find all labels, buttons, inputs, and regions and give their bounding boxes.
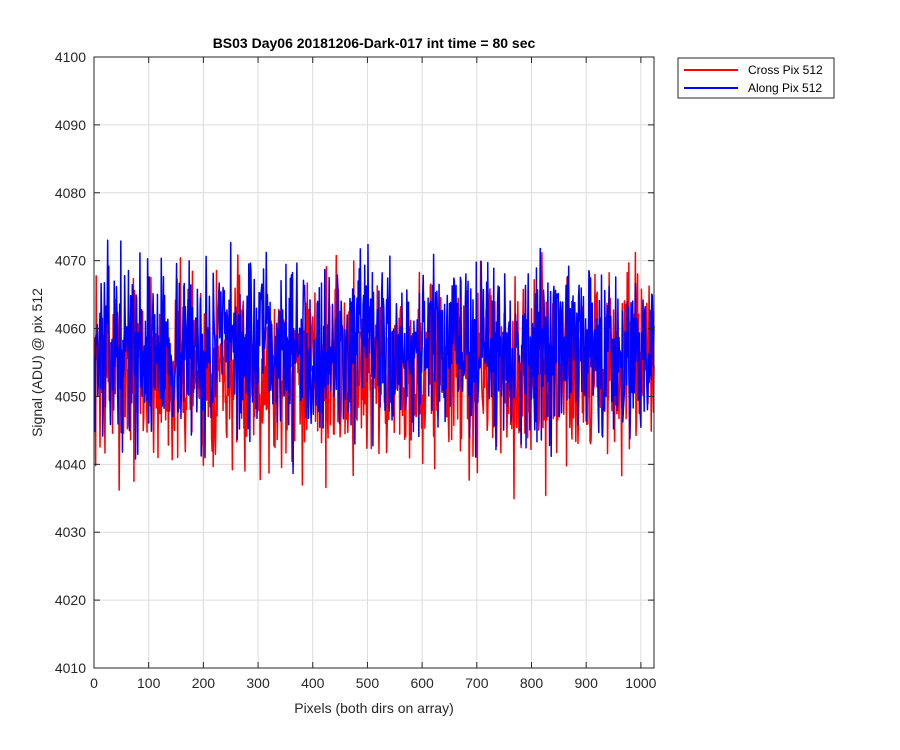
- x-tick-label: 400: [301, 675, 325, 691]
- y-tick-label: 4050: [55, 388, 86, 404]
- y-tick-label: 4060: [55, 321, 86, 337]
- series-layer: [93, 239, 655, 500]
- y-tick-label: 4100: [55, 49, 86, 65]
- legend-label-cross-pix: Cross Pix 512: [748, 63, 823, 77]
- x-tick-label: 0: [90, 675, 98, 691]
- x-axis-label: Pixels (both dirs on array): [294, 700, 454, 716]
- tick-marks: [93, 56, 654, 669]
- x-tick-label: 800: [520, 675, 544, 691]
- series-line-1: [93, 239, 655, 475]
- legend-box: [677, 57, 835, 99]
- y-tick-label: 4080: [55, 185, 86, 201]
- x-tick-label: 200: [192, 675, 216, 691]
- chart-title: BS03 Day06 20181206-Dark-017 int time = …: [213, 35, 536, 51]
- y-tick-label: 4030: [55, 524, 86, 540]
- y-tick-label: 4090: [55, 117, 86, 133]
- x-tick-label: 600: [410, 675, 434, 691]
- x-tick-label: 300: [246, 675, 270, 691]
- x-tick-label: 900: [575, 675, 599, 691]
- x-tick-label: 500: [356, 675, 380, 691]
- y-axis-label: Signal (ADU) @ pix 512: [29, 288, 45, 437]
- legend: Cross Pix 512 Along Pix 512: [677, 57, 835, 99]
- y-tick-label: 4020: [55, 592, 86, 608]
- y-tick-label: 4070: [55, 253, 86, 269]
- y-tick-label: 4040: [55, 456, 86, 472]
- axes-box: [93, 56, 655, 669]
- x-tick-label: 100: [137, 675, 161, 691]
- tick-labels: 0 100 200 300 400 500 600 700 800 900 1000 4010 4020…: [55, 49, 657, 691]
- x-tick-label: 700: [465, 675, 489, 691]
- legend-label-along-pix: Along Pix 512: [748, 81, 822, 95]
- x-tick-label: 1000: [625, 675, 656, 691]
- y-tick-label: 4010: [55, 660, 86, 676]
